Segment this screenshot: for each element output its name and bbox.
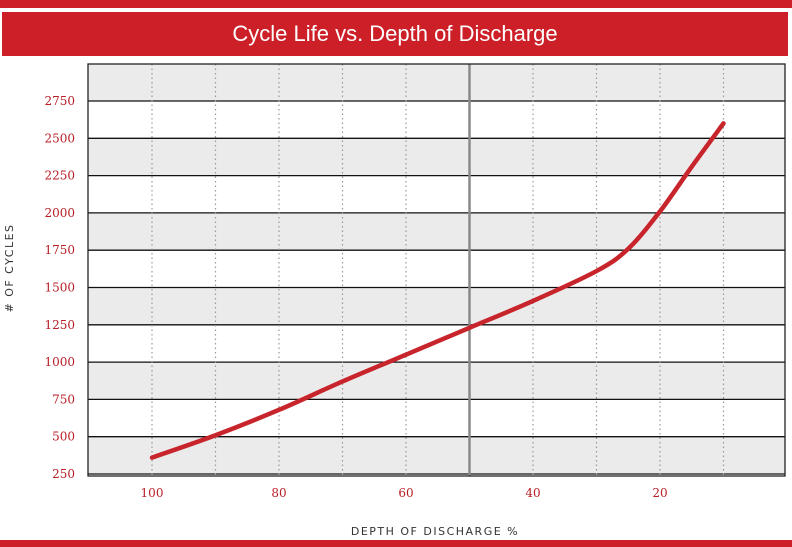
y-tick-label: 1750 bbox=[44, 243, 75, 257]
y-tick-label: 750 bbox=[52, 392, 75, 406]
y-tick-label: 2000 bbox=[44, 206, 75, 220]
y-tick-label: 2250 bbox=[44, 169, 75, 183]
y-tick-label: 1250 bbox=[44, 318, 75, 332]
plot-background bbox=[88, 64, 785, 476]
grid-band bbox=[88, 362, 785, 400]
grid-band bbox=[88, 212, 785, 251]
y-tick-label: 2750 bbox=[44, 94, 75, 108]
y-tick-label: 500 bbox=[52, 430, 75, 444]
x-tick-label: 60 bbox=[398, 486, 413, 500]
x-tick-label: 80 bbox=[271, 486, 286, 500]
x-tick-label: 40 bbox=[525, 486, 540, 500]
x-tick-label: 100 bbox=[141, 486, 164, 500]
y-tick-label: 1000 bbox=[44, 355, 75, 369]
grid-band bbox=[88, 138, 785, 176]
y-tick-label: 2500 bbox=[44, 131, 75, 145]
y-axis-label: # OF CYCLES bbox=[3, 223, 16, 312]
x-axis-label: DEPTH OF DISCHARGE % bbox=[351, 525, 519, 538]
y-tick-label: 1500 bbox=[44, 281, 75, 295]
grid-band bbox=[88, 64, 785, 101]
plot-frame bbox=[87, 63, 786, 477]
cycle-life-line bbox=[149, 121, 726, 460]
grid-band bbox=[88, 287, 785, 325]
y-tick-label: 250 bbox=[52, 467, 75, 481]
top-accent-bar bbox=[0, 0, 792, 8]
chart-title: Cycle Life vs. Depth of Discharge bbox=[2, 12, 788, 56]
bottom-accent-bar bbox=[0, 540, 792, 547]
grid-band bbox=[88, 436, 785, 474]
x-tick-label: 20 bbox=[652, 486, 667, 500]
